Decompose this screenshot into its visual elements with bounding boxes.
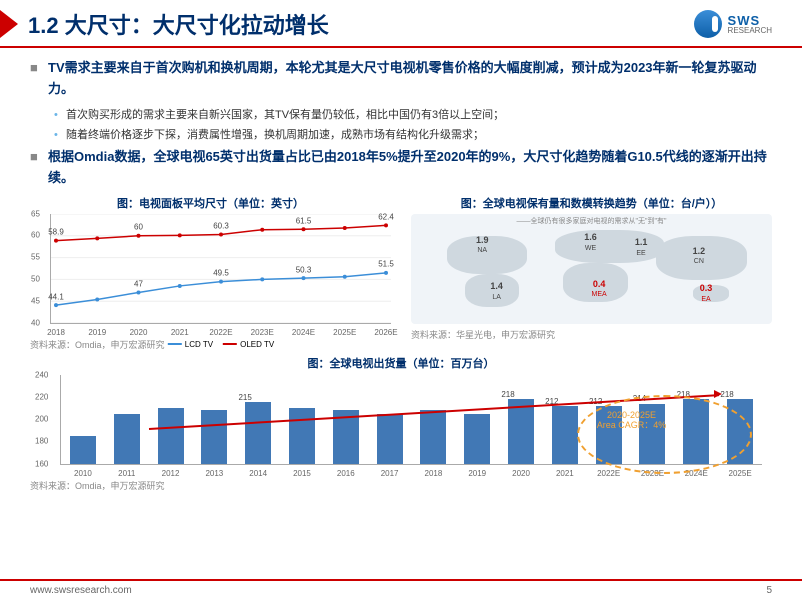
- logo-main: SWS: [728, 14, 772, 27]
- sub-bullet-1: 首次购买形成的需求主要来自新兴国家，其TV保有量仍较低，相比中国仍有3倍以上空间…: [30, 106, 772, 125]
- sub-bullet-2: 随着终端价格逐步下探，消费属性增强，换机周期加速，成熟市场有结构化升级需求；: [30, 126, 772, 145]
- title-wrap: 1.2 大尺寸：大尺寸化拉动增长: [0, 8, 329, 40]
- header-divider: [0, 46, 802, 48]
- chart-panel-size: 图：电视面板平均尺寸（单位：英寸） 4045505560652018201920…: [30, 195, 391, 351]
- bar-chart: 1601802002202402010201120122013215201420…: [60, 375, 762, 465]
- chart3-title: 图：全球电视出货量（单位：百万台）: [30, 355, 772, 371]
- bullet-1: TV需求主要来自于首次购机和换机周期，本轮尤其是大尺寸电视机零售价格的大幅度削减…: [30, 58, 772, 100]
- logo: SWS RESEARCH: [694, 10, 772, 38]
- logo-text: SWS RESEARCH: [728, 14, 772, 35]
- world-map: ——全球仍有很多家庭对电视的需求从"无"到"有" 1.9NA1.6WE1.1EE…: [411, 214, 772, 324]
- chart-shipments: 图：全球电视出货量（单位：百万台） 1601802002202402010201…: [30, 355, 772, 492]
- header: 1.2 大尺寸：大尺寸化拉动增长 SWS RESEARCH: [0, 0, 802, 46]
- footer: www.swsresearch.com 5: [0, 579, 802, 596]
- chart2-title: 图：全球电视保有量和数模转换趋势（单位：台/户））: [411, 195, 772, 211]
- footer-url: www.swsresearch.com: [30, 585, 132, 596]
- page-number: 5: [766, 585, 772, 596]
- logo-sub: RESEARCH: [728, 27, 772, 35]
- chevron-icon: [0, 10, 18, 38]
- map-caption: ——全球仍有很多家庭对电视的需求从"无"到"有": [517, 216, 667, 226]
- chart2-source: 资料来源：华星光电，申万宏源研究: [411, 328, 772, 341]
- page-title: 1.2 大尺寸：大尺寸化拉动增长: [28, 8, 329, 40]
- logo-icon: [694, 10, 722, 38]
- line-chart: 40455055606520182019202020212022E2023E20…: [50, 214, 391, 324]
- charts-row: 图：电视面板平均尺寸（单位：英寸） 4045505560652018201920…: [30, 195, 772, 351]
- bullet-2: 根据Omdia数据，全球电视65英寸出货量占比已由2018年5%提升至2020年…: [30, 147, 772, 189]
- chart3-source: 资料来源：Omdia，申万宏源研究: [30, 479, 772, 492]
- content: TV需求主要来自于首次购机和换机周期，本轮尤其是大尺寸电视机零售价格的大幅度削减…: [0, 58, 802, 492]
- chart-map: 图：全球电视保有量和数模转换趋势（单位：台/户）） ——全球仍有很多家庭对电视的…: [411, 195, 772, 351]
- chart1-title: 图：电视面板平均尺寸（单位：英寸）: [30, 195, 391, 211]
- map-shape: [555, 230, 663, 263]
